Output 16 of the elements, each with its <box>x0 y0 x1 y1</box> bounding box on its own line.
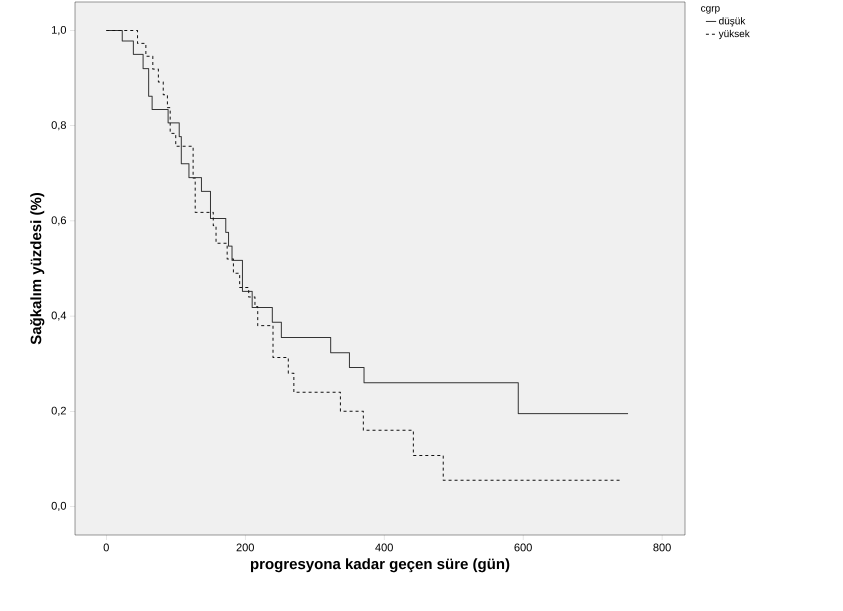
y-tick-label: 1,0 <box>52 26 66 36</box>
legend-label: düşük <box>719 17 746 26</box>
x-tick-label: 800 <box>653 544 671 552</box>
y-tick-label: 0,4 <box>52 312 66 321</box>
x-tick-label: 600 <box>514 544 532 552</box>
x-axis-title: progresyona kadar geçen süre (gün) <box>250 558 510 572</box>
y-axis-title: Sağkalım yüzdesi (%) <box>30 192 44 344</box>
x-tick-label: 200 <box>236 544 254 552</box>
y-tick-label: 0,2 <box>52 406 66 416</box>
y-tick-label: 0,6 <box>52 216 66 226</box>
y-tick-label: 0,8 <box>52 121 66 130</box>
x-tick-label: 400 <box>375 544 393 552</box>
legend-label: yüksek <box>718 30 750 40</box>
x-tick-label: 0 <box>104 544 109 552</box>
legend-title: cgrp <box>701 6 720 14</box>
y-tick-label: 0,0 <box>52 502 66 511</box>
